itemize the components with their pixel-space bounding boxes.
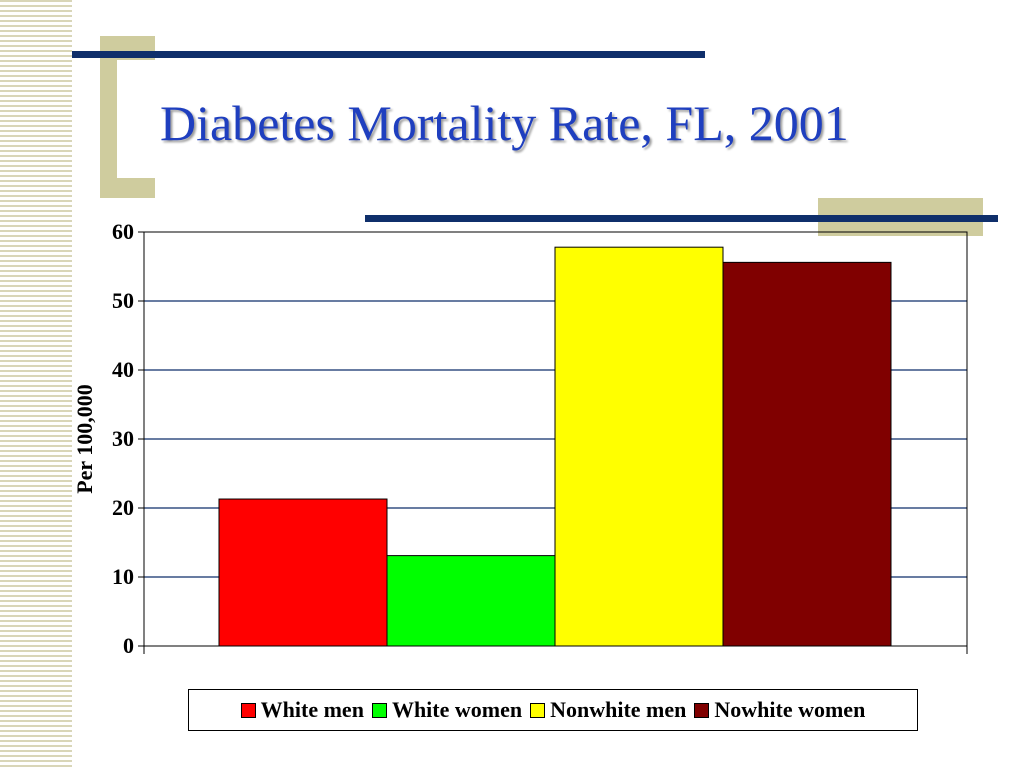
legend-label-white-men: White men	[260, 697, 364, 722]
bar-white-women	[386, 555, 556, 647]
legend-item-white-men: White men	[240, 697, 364, 723]
legend-label-nonwhite-women: Nowhite women	[714, 697, 866, 722]
legend-item-nonwhite-women: Nowhite women	[694, 697, 865, 723]
legend-swatch-nonwhite-men	[530, 702, 546, 718]
legend-swatch-nonwhite-women	[694, 702, 710, 718]
bar-white-men	[218, 498, 388, 647]
y-tick-label: 40	[112, 357, 134, 382]
y-axis-label: Per 100,000	[72, 384, 97, 494]
y-tick-label: 0	[123, 633, 134, 658]
legend-swatch-white-women	[371, 702, 387, 718]
bars	[218, 246, 892, 647]
y-tick-label: 60	[112, 219, 134, 244]
legend-swatch-white-men	[240, 702, 256, 718]
slide-title: Diabetes Mortality Rate, FL, 2001	[160, 95, 849, 151]
y-tick-label: 50	[112, 288, 134, 313]
decorative-stripes	[0, 0, 72, 768]
y-tick-label: 10	[112, 564, 134, 589]
middle-rule	[365, 215, 998, 222]
y-tick-label: 20	[112, 495, 134, 520]
decorative-bracket-inner	[117, 60, 157, 178]
bar-nowhite-women	[722, 261, 892, 647]
legend-label-nonwhite-men: Nonwhite men	[550, 697, 687, 722]
bar-nonwhite-men	[554, 246, 724, 647]
chart-legend: White men White women Nonwhite men Nowhi…	[188, 689, 918, 731]
legend-item-white-women: White women	[371, 697, 523, 723]
y-tick-label: 30	[112, 426, 134, 451]
legend-item-nonwhite-men: Nonwhite men	[530, 697, 686, 723]
y-axis: 0 10 20 30 40 50 60	[112, 219, 968, 658]
top-rule	[72, 51, 705, 58]
legend-label-white-women: White women	[391, 697, 523, 722]
